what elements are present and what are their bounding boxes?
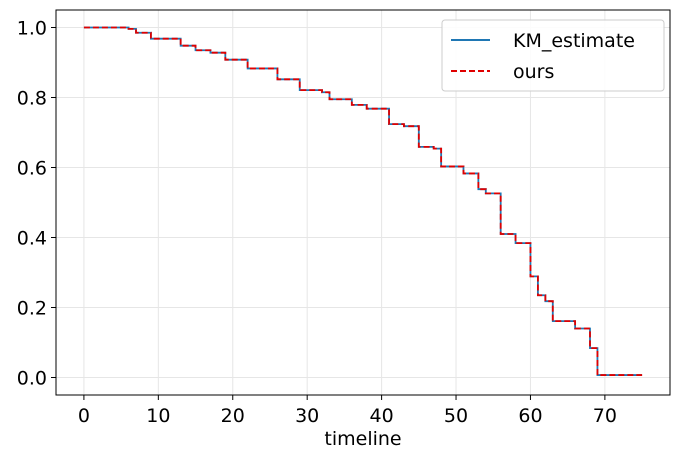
x-tick-label: 70 <box>593 405 617 427</box>
legend-label-ours: ours <box>513 61 554 83</box>
y-tick-label: 0.0 <box>17 368 47 390</box>
y-tick-label: 1.0 <box>17 18 47 40</box>
ticks: 0 10 20 30 40 50 60 70 0.0 0.2 0.4 0.6 0.8 1.0 <box>17 18 617 428</box>
x-tick-label: 50 <box>444 405 468 427</box>
y-tick-label: 0.4 <box>17 228 47 250</box>
x-tick-label: 20 <box>221 405 245 427</box>
x-tick-label: 60 <box>518 405 542 427</box>
x-tick-label: 10 <box>146 405 170 427</box>
x-axis-label: timeline <box>324 428 401 450</box>
y-tick-label: 0.6 <box>17 158 47 180</box>
x-tick-label: 0 <box>78 405 90 427</box>
series-line-ours <box>83 26 643 376</box>
y-tick-label: 0.2 <box>17 298 47 320</box>
y-tick-label: 0.8 <box>17 88 47 110</box>
plot-frame <box>55 9 671 396</box>
x-tick-label: 40 <box>370 405 394 427</box>
legend: KM_estimate ours <box>441 19 665 92</box>
legend-label-km-estimate: KM_estimate <box>513 30 635 52</box>
x-tick-label: 30 <box>295 405 319 427</box>
series-layer <box>83 26 643 376</box>
legend-box <box>441 19 665 92</box>
